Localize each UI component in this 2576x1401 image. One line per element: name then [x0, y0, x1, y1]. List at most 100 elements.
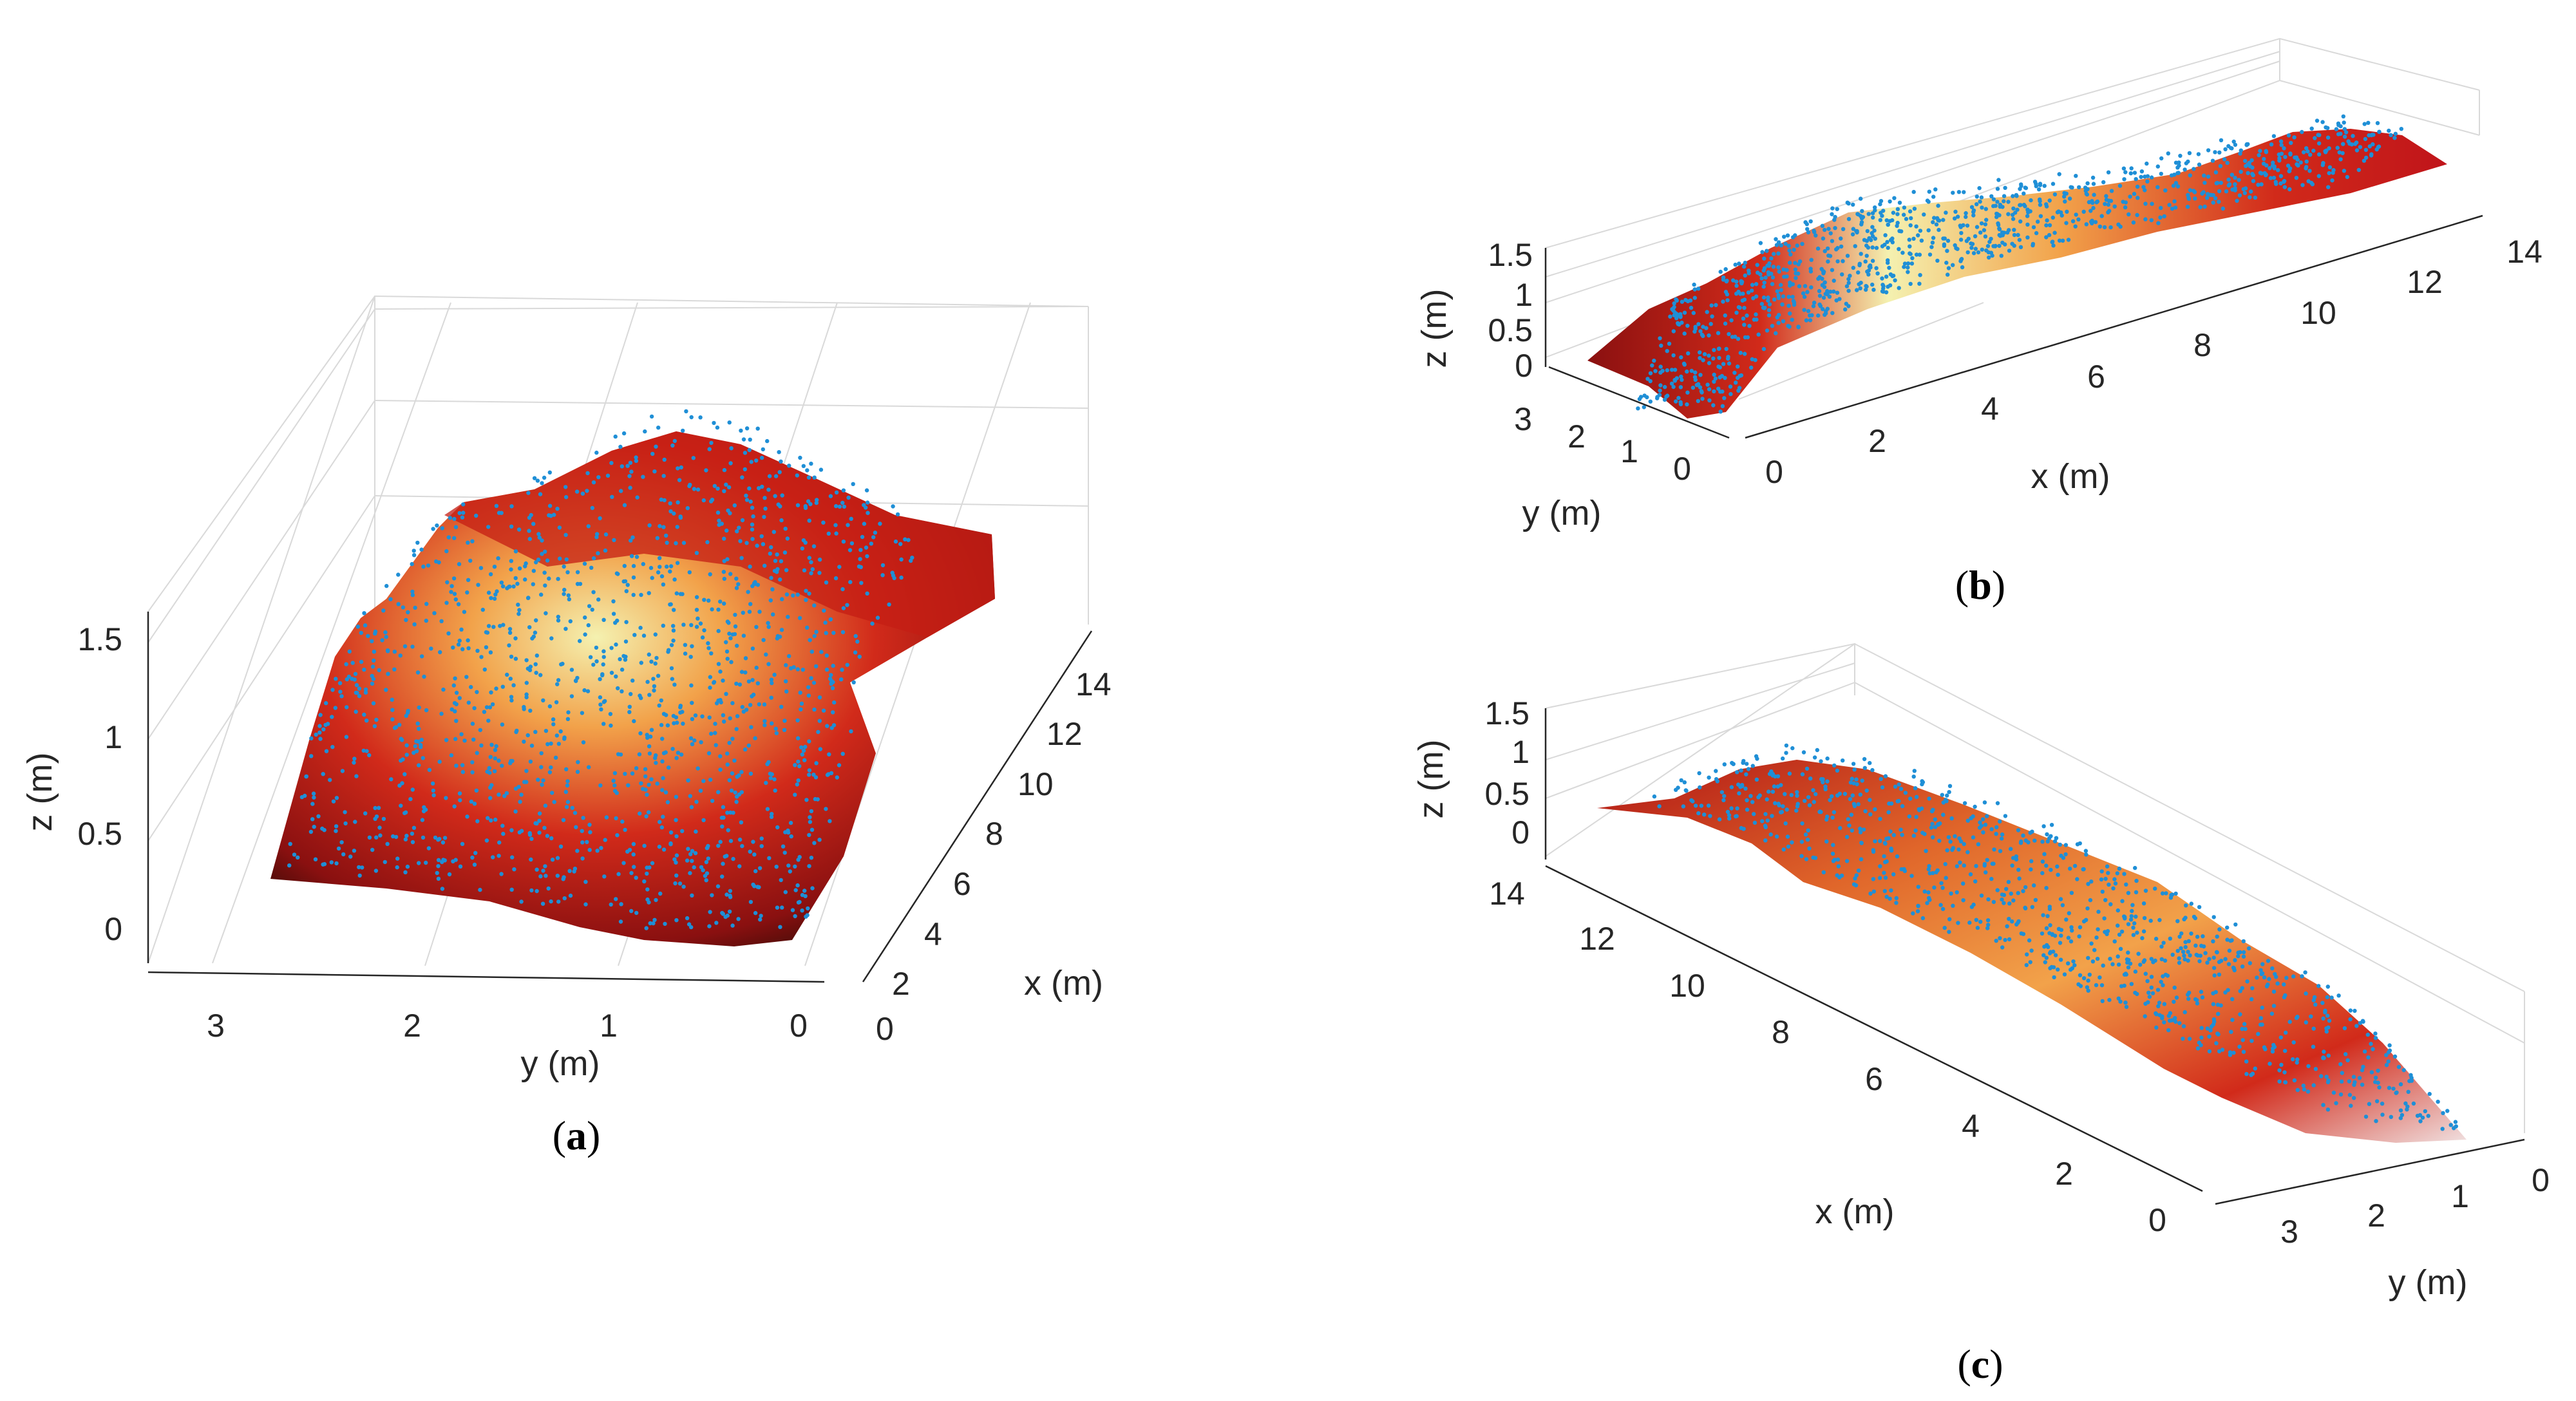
point — [801, 464, 806, 468]
point — [410, 831, 415, 836]
panel-a-point-cloud — [287, 409, 914, 930]
panel-a-z-tick: 1.5 — [77, 621, 122, 657]
point — [2373, 1031, 2378, 1036]
point — [727, 632, 732, 636]
point — [1733, 334, 1738, 339]
point — [2295, 1060, 2299, 1065]
point — [713, 722, 717, 726]
point — [764, 780, 768, 785]
point — [784, 689, 789, 694]
point — [2165, 973, 2170, 978]
point — [500, 684, 505, 689]
point — [2110, 962, 2115, 966]
point — [343, 810, 347, 814]
point — [1707, 353, 1711, 358]
point — [840, 587, 845, 592]
point — [2024, 963, 2029, 968]
point — [2267, 977, 2271, 981]
panel-b-point-cloud — [1636, 114, 2403, 414]
point — [750, 522, 755, 527]
point — [722, 467, 727, 473]
point — [2249, 997, 2254, 1002]
point — [616, 872, 621, 876]
point — [531, 582, 535, 587]
point — [1832, 278, 1836, 283]
point — [1776, 296, 1781, 300]
point — [568, 893, 573, 898]
point — [2000, 897, 2004, 902]
point — [585, 689, 591, 693]
point — [1700, 390, 1704, 395]
point — [2177, 956, 2181, 961]
point — [2076, 217, 2081, 221]
point — [2171, 183, 2176, 188]
point — [347, 649, 352, 654]
point — [1951, 846, 1956, 851]
point — [694, 550, 699, 555]
point — [1846, 281, 1851, 285]
point — [2034, 230, 2039, 236]
point — [2143, 1014, 2147, 1019]
point — [2306, 149, 2310, 154]
point — [2303, 970, 2307, 975]
point — [1731, 278, 1736, 283]
point — [1786, 303, 1791, 308]
point — [1698, 373, 1703, 377]
point — [454, 764, 459, 768]
point — [1816, 313, 1821, 318]
point — [309, 736, 314, 741]
point — [829, 673, 833, 677]
point — [2454, 1124, 2458, 1129]
point — [766, 662, 771, 666]
point — [1911, 189, 1916, 194]
point — [2245, 979, 2249, 984]
point — [1790, 840, 1794, 845]
point — [2211, 200, 2215, 205]
point — [1992, 847, 1996, 852]
point — [2045, 218, 2049, 223]
point — [659, 825, 665, 830]
point — [1870, 225, 1875, 229]
point — [767, 474, 772, 478]
point — [899, 557, 904, 562]
point — [769, 695, 773, 700]
point — [2384, 1053, 2389, 1057]
point — [1889, 848, 1894, 853]
point — [2062, 194, 2067, 199]
point — [549, 765, 553, 770]
panel-a-x-label: x (m) — [1024, 964, 1103, 1002]
point — [1657, 393, 1662, 397]
point — [747, 447, 752, 453]
point — [645, 733, 649, 737]
point — [334, 824, 339, 829]
point — [1713, 376, 1718, 381]
point — [2159, 979, 2163, 984]
point — [462, 610, 467, 614]
point — [1796, 262, 1801, 267]
point — [1902, 261, 1908, 266]
point — [654, 760, 658, 766]
point — [390, 717, 395, 722]
point — [524, 658, 529, 663]
point — [1840, 272, 1844, 277]
point — [2260, 971, 2265, 976]
point — [2016, 920, 2020, 925]
point — [764, 652, 768, 657]
point — [440, 840, 446, 845]
point — [1956, 190, 1962, 194]
point — [650, 576, 654, 580]
point — [395, 865, 399, 870]
point — [552, 800, 556, 804]
point — [564, 485, 568, 489]
point — [2090, 199, 2094, 203]
point — [2031, 225, 2036, 230]
point — [456, 602, 461, 606]
point — [1701, 334, 1705, 339]
point — [2018, 203, 2022, 207]
point — [2312, 995, 2317, 1000]
point — [1746, 767, 1751, 771]
point — [1882, 854, 1886, 859]
point — [1884, 836, 1889, 841]
point — [1747, 324, 1752, 328]
point — [719, 522, 724, 526]
